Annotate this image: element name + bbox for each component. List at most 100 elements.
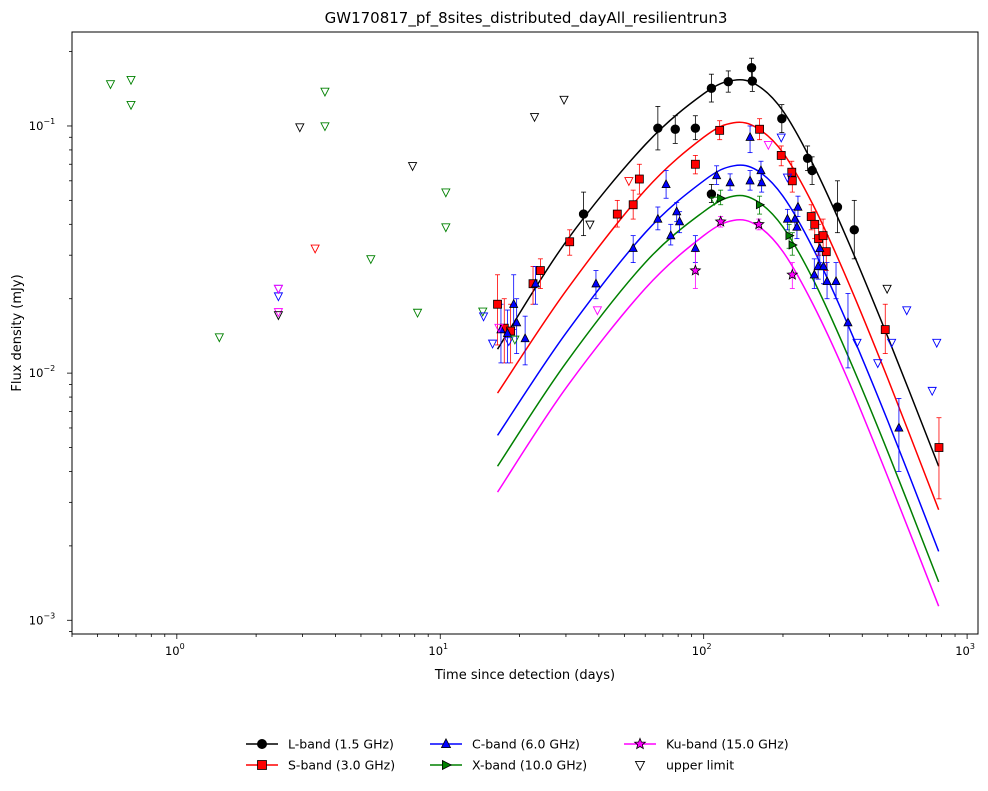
y-tick-label-base: 10 [29, 119, 44, 133]
data-markers [493, 63, 944, 452]
x-tick-label-base: 10 [165, 644, 180, 658]
data-point-2-12 [674, 216, 685, 226]
error-bar-2-30 [845, 293, 851, 369]
legend-marker [633, 737, 647, 750]
upper-limit-point-29 [709, 196, 720, 206]
data-point-2-31 [894, 422, 904, 432]
data-point-0-2 [670, 124, 680, 134]
data-point-1-21 [934, 443, 944, 452]
data-point-2-10 [666, 230, 676, 240]
upper-limit-point-12 [320, 122, 330, 132]
data-point-3-2 [785, 230, 795, 241]
data-point-1-12 [776, 151, 786, 160]
upper-limit-point-20 [487, 339, 498, 349]
y-tick-label-exponent: −1 [43, 117, 55, 126]
data-point-0-7 [746, 63, 757, 73]
legend-label: Ku-band (15.0 GHz) [666, 737, 789, 752]
data-point-1-4 [536, 266, 545, 275]
data-point-2-24 [809, 269, 819, 279]
data-point-1-18 [818, 231, 828, 241]
upper-limit-point-31 [776, 133, 786, 143]
chart-title: GW170817_pf_8sites_distributed_dayAll_re… [325, 9, 728, 28]
upper-limit-point-26 [585, 220, 595, 230]
y-tick-label-exponent: −2 [43, 364, 55, 373]
x-tick-label-base: 10 [692, 644, 707, 658]
upper-limit-point-34 [873, 359, 883, 369]
plot-area [71, 31, 979, 635]
data-point-0-12 [832, 202, 843, 212]
data-point-2-11 [672, 206, 682, 216]
legend-label: C-band (6.0 GHz) [472, 737, 580, 752]
legend: L-band (1.5 GHz) S-band (3.0 GHz) C-band (… [246, 737, 789, 773]
plot-frame [71, 31, 979, 635]
data-point-2-2 [509, 298, 519, 308]
upper-limit-point-28 [624, 177, 634, 187]
x-tick-label-exponent: 3 [970, 642, 975, 651]
data-point-2-23 [793, 201, 803, 211]
legend-item-1: S-band (3.0 GHz) [246, 758, 395, 773]
upper-limit-point-22 [504, 337, 514, 347]
upper-limit-point-18 [478, 307, 488, 317]
data-point-0-11 [807, 165, 817, 176]
data-point-2-21 [790, 213, 800, 223]
legend-marker [440, 737, 452, 748]
legend-item-5: upper limit [634, 758, 734, 773]
upper-limit-point-24 [529, 113, 540, 123]
data-point-2-22 [792, 221, 802, 231]
y-axis: 10−310−210−1 [29, 51, 72, 632]
data-point-2-19 [756, 177, 767, 187]
data-point-1-16 [810, 219, 820, 229]
y-tick-label-exponent: −3 [43, 611, 55, 620]
data-point-2-26 [815, 242, 825, 252]
error-bar-1-0 [495, 274, 501, 346]
legend-label: X-band (10.0 GHz) [472, 758, 587, 773]
data-point-1-15 [806, 212, 816, 221]
data-point-1-20 [880, 325, 890, 335]
data-point-0-8 [747, 76, 758, 86]
data-point-1-8 [634, 174, 644, 184]
x-axis-label: Time since detection (days) [434, 668, 615, 683]
data-point-2-15 [725, 177, 735, 187]
data-point-0-9 [777, 114, 787, 124]
y-tick-label: 10−3 [29, 611, 55, 627]
data-point-1-6 [612, 209, 622, 219]
model-curve-2 [496, 164, 940, 552]
data-point-4-3 [786, 268, 799, 280]
legend-item-4: Ku-band (15.0 GHz) [624, 737, 789, 752]
x-tick-label-base: 10 [428, 644, 443, 658]
legend-item-2: C-band (6.0 GHz) [430, 737, 580, 752]
data-point-0-10 [802, 153, 813, 163]
upper-limit-point-16 [441, 188, 451, 198]
upper-limit-point-8 [273, 311, 284, 321]
data-point-0-6 [723, 77, 733, 87]
data-point-2-6 [591, 278, 601, 288]
x-tick-label: 101 [428, 642, 448, 658]
legend-item-3: X-band (10.0 GHz) [430, 758, 587, 773]
data-point-2-29 [831, 275, 841, 286]
data-point-0-4 [706, 83, 717, 94]
data-point-1-10 [715, 125, 725, 135]
upper-limit-point-37 [901, 306, 912, 316]
upper-limit-markers [105, 75, 942, 397]
upper-limit-point-7 [273, 308, 284, 318]
y-axis-label: Flux density (mJy) [10, 274, 25, 391]
data-point-4-2 [752, 217, 765, 230]
legend-label: S-band (3.0 GHz) [288, 758, 395, 773]
upper-limit-point-19 [478, 312, 489, 322]
upper-limit-point-11 [320, 87, 330, 97]
x-tick-label-exponent: 0 [180, 642, 185, 651]
upper-limit-point-21 [494, 323, 504, 334]
data-point-2-30 [843, 317, 853, 327]
upper-limit-point-15 [412, 308, 423, 319]
data-point-1-11 [755, 124, 764, 134]
upper-limit-point-25 [559, 95, 569, 106]
data-point-3-1 [755, 200, 766, 210]
upper-limit-point-14 [407, 162, 418, 172]
x-tick-label-base: 10 [955, 644, 970, 658]
upper-limit-point-39 [932, 338, 942, 349]
upper-limit-point-3 [214, 333, 225, 343]
y-tick-label-base: 10 [29, 366, 44, 380]
data-point-2-14 [711, 170, 722, 180]
